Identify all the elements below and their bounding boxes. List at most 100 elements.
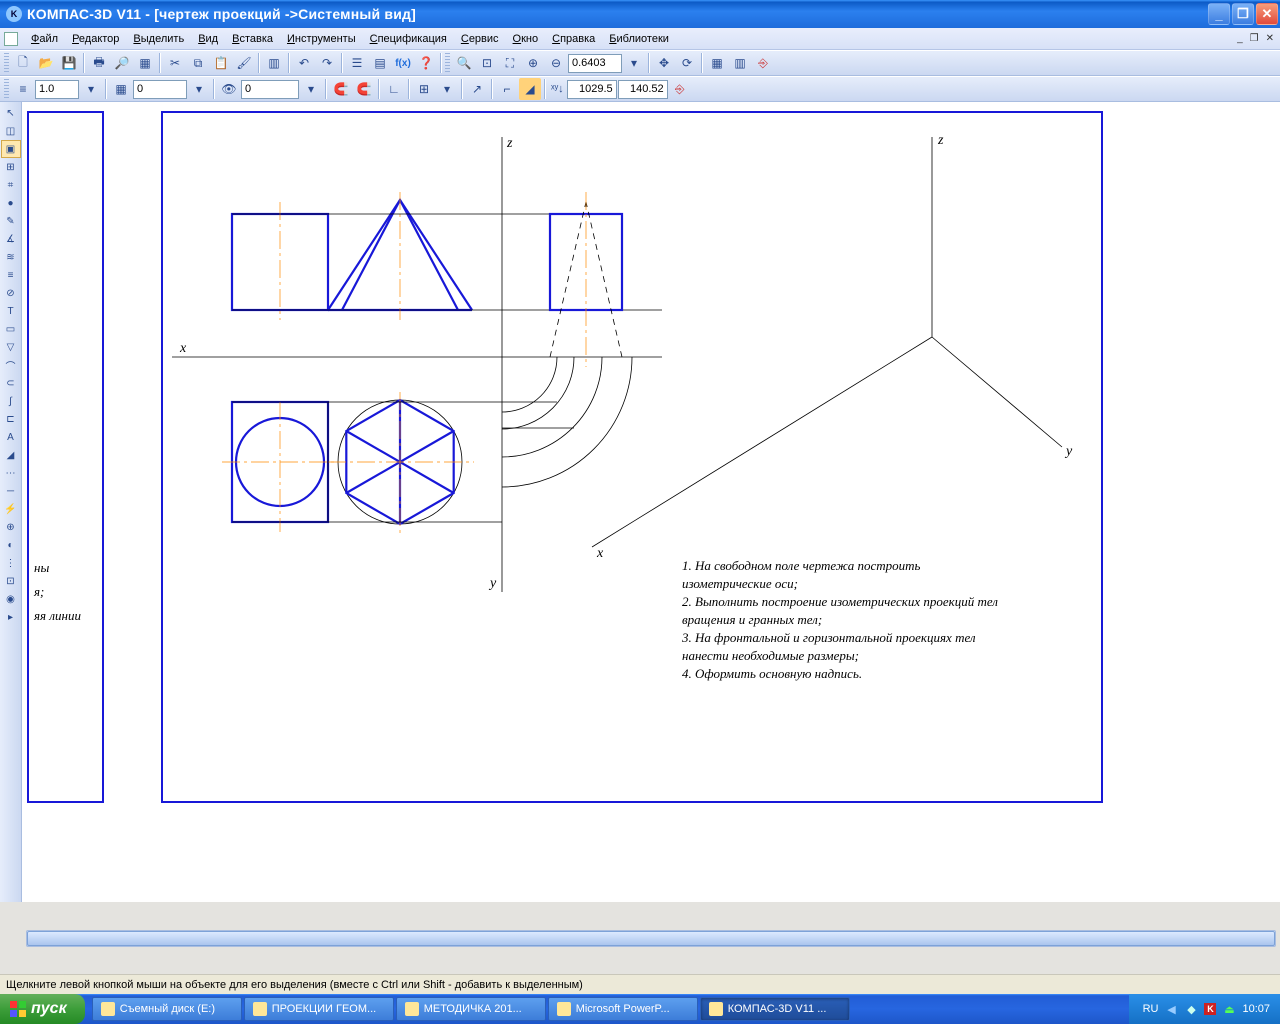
tool-18[interactable]: A (1, 428, 21, 446)
mdi-close[interactable]: ✕ (1264, 33, 1276, 44)
menu-Окно[interactable]: Окно (506, 31, 546, 47)
tool-5[interactable]: ● (1, 194, 21, 212)
zoom-minus-icon[interactable]: ⊖ (545, 52, 567, 74)
coord3-icon[interactable]: ◢ (519, 78, 541, 100)
task-Microsoft PowerP...[interactable]: Microsoft PowerP... (548, 997, 698, 1021)
layer-icon[interactable]: ▦ (110, 78, 132, 100)
prop-icon[interactable]: ▥ (263, 52, 285, 74)
maximize-button[interactable]: ❐ (1232, 3, 1254, 25)
line-style-icon[interactable]: ≡ (12, 78, 34, 100)
tool-8[interactable]: ≋ (1, 248, 21, 266)
redo-icon[interactable]: ↷ (316, 52, 338, 74)
layer-input[interactable] (133, 80, 187, 99)
dd4-icon[interactable]: ▾ (436, 78, 458, 100)
menu-Сервис[interactable]: Сервис (454, 31, 506, 47)
undo-icon[interactable]: ↶ (293, 52, 315, 74)
grid2-icon[interactable]: ▥ (729, 52, 751, 74)
tool-21[interactable]: ─ (1, 482, 21, 500)
tool-16[interactable]: ∫ (1, 392, 21, 410)
task-Съемный диск (E:)[interactable]: Съемный диск (E:) (92, 997, 242, 1021)
lang-indicator[interactable]: RU (1143, 1003, 1159, 1015)
grid1-icon[interactable]: ▦ (706, 52, 728, 74)
tool-3[interactable]: ⊞ (1, 158, 21, 176)
scrollbar-horizontal[interactable] (26, 930, 1276, 947)
zoom-input[interactable] (568, 54, 622, 73)
tool-24[interactable]: ◐ (1, 536, 21, 554)
menu-Библиотеки[interactable]: Библиотеки (602, 31, 676, 47)
new-icon[interactable]: 🗋 (12, 52, 34, 74)
tool-20[interactable]: ⋯ (1, 464, 21, 482)
tray-safe-icon[interactable]: ⏏ (1222, 1002, 1236, 1016)
tool-14[interactable]: ⌒ (1, 356, 21, 374)
grid-icon[interactable]: ⊞ (413, 78, 435, 100)
brush-icon[interactable]: 🖌 (233, 52, 255, 74)
coord-x-input[interactable] (567, 80, 617, 99)
refresh-icon[interactable]: ⟳ (676, 52, 698, 74)
start-button[interactable]: пуск (0, 994, 85, 1024)
zoom-window-icon[interactable]: ⊡ (476, 52, 498, 74)
menu-Справка[interactable]: Справка (545, 31, 602, 47)
help-icon[interactable]: ❓ (415, 52, 437, 74)
save-icon[interactable]: 💾 (58, 52, 80, 74)
lib-icon[interactable]: ▤ (369, 52, 391, 74)
exit-icon[interactable]: ⎆ (752, 52, 774, 74)
tool-25[interactable]: ⋮ (1, 554, 21, 572)
tray-net-icon[interactable]: ◆ (1184, 1002, 1198, 1016)
tool-15[interactable]: ⊂ (1, 374, 21, 392)
tray-av-icon[interactable]: K (1204, 1003, 1216, 1015)
tool-1[interactable]: ◫ (1, 122, 21, 140)
coord1-icon[interactable]: ↗ (466, 78, 488, 100)
tool-7[interactable]: ∡ (1, 230, 21, 248)
tool-4[interactable]: ⌗ (1, 176, 21, 194)
tool-6[interactable]: ✎ (1, 212, 21, 230)
minimize-button[interactable]: _ (1208, 3, 1230, 25)
menu-Выделить[interactable]: Выделить (126, 31, 191, 47)
coord-exit-icon[interactable]: ⎆ (669, 78, 691, 100)
tool-19[interactable]: ◢ (1, 446, 21, 464)
menu-Спецификация[interactable]: Спецификация (363, 31, 454, 47)
zoom-fit-icon[interactable]: ⛶ (499, 52, 521, 74)
zoom-plus-icon[interactable]: ⊕ (522, 52, 544, 74)
task-МЕТОДИЧКА 201...[interactable]: МЕТОДИЧКА 201... (396, 997, 546, 1021)
tray-sound-icon[interactable]: ◀ (1164, 1002, 1178, 1016)
menu-Вид[interactable]: Вид (191, 31, 225, 47)
menu-Вставка[interactable]: Вставка (225, 31, 280, 47)
task-КОМПАС-3D V11 ...[interactable]: КОМПАС-3D V11 ... (700, 997, 850, 1021)
view-input[interactable] (241, 80, 299, 99)
zoom-in-icon[interactable]: 🔍 (453, 52, 475, 74)
sheet-icon[interactable]: ▦ (134, 52, 156, 74)
tool-0[interactable]: ↖ (1, 104, 21, 122)
task-ПРОЕКЦИИ ГЕОМ...[interactable]: ПРОЕКЦИИ ГЕОМ... (244, 997, 394, 1021)
tool-28[interactable]: ▸ (1, 608, 21, 626)
snap1-icon[interactable]: 🧲 (330, 78, 352, 100)
snap2-icon[interactable]: 🧲 (353, 78, 375, 100)
tool-9[interactable]: ≡ (1, 266, 21, 284)
lineweight-input[interactable] (35, 80, 79, 99)
tool-12[interactable]: ▭ (1, 320, 21, 338)
fx-icon[interactable]: f(x) (392, 52, 414, 74)
tool-17[interactable]: ⊏ (1, 410, 21, 428)
canvas[interactable]: ныя;яя линииxzyzxy1. На свободном поле ч… (22, 102, 1280, 902)
layers-icon[interactable]: ☰ (346, 52, 368, 74)
tool-13[interactable]: ▽ (1, 338, 21, 356)
tool-27[interactable]: ◉ (1, 590, 21, 608)
tool-23[interactable]: ⊕ (1, 518, 21, 536)
dd3-icon[interactable]: ▾ (300, 78, 322, 100)
paste-icon[interactable]: 📋 (210, 52, 232, 74)
dd2-icon[interactable]: ▾ (188, 78, 210, 100)
print-icon[interactable]: 🖶 (88, 52, 110, 74)
ortho-icon[interactable]: ∟ (383, 78, 405, 100)
open-icon[interactable]: 📂 (35, 52, 57, 74)
pan-icon[interactable]: ✥ (653, 52, 675, 74)
cut-icon[interactable]: ✂ (164, 52, 186, 74)
copy-icon[interactable]: ⧉ (187, 52, 209, 74)
preview-icon[interactable]: 🔎 (111, 52, 133, 74)
menu-Инструменты[interactable]: Инструменты (280, 31, 363, 47)
close-button[interactable]: ✕ (1256, 3, 1278, 25)
menu-Редактор[interactable]: Редактор (65, 31, 126, 47)
tool-11[interactable]: T (1, 302, 21, 320)
tool-2[interactable]: ▣ (1, 140, 21, 158)
tool-22[interactable]: ⚡ (1, 500, 21, 518)
clock[interactable]: 10:07 (1242, 1003, 1270, 1015)
coord-y-input[interactable] (618, 80, 668, 99)
